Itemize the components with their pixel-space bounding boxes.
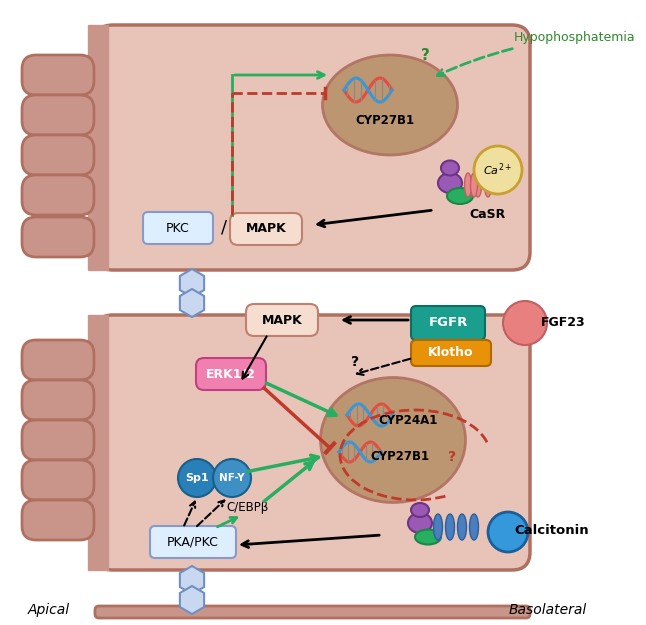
FancyBboxPatch shape [22, 460, 94, 500]
Ellipse shape [408, 513, 432, 533]
Circle shape [178, 459, 216, 497]
FancyBboxPatch shape [22, 340, 94, 380]
Ellipse shape [441, 161, 459, 176]
Bar [88, 25, 108, 270]
Text: MAPK: MAPK [262, 314, 302, 326]
Text: Sp1: Sp1 [185, 473, 209, 483]
Text: FGFR: FGFR [428, 316, 468, 329]
Text: Hypophosphatemia: Hypophosphatemia [514, 31, 636, 44]
FancyBboxPatch shape [95, 315, 530, 570]
Bar [88, 315, 108, 570]
FancyBboxPatch shape [22, 420, 94, 460]
FancyBboxPatch shape [22, 55, 94, 95]
FancyBboxPatch shape [411, 306, 485, 340]
FancyBboxPatch shape [22, 95, 94, 135]
Text: ERK1/2: ERK1/2 [206, 368, 256, 381]
Ellipse shape [470, 173, 477, 197]
Ellipse shape [415, 529, 441, 544]
Text: Basolateral: Basolateral [509, 603, 587, 617]
Text: ?: ? [421, 48, 430, 63]
Polygon shape [180, 566, 204, 594]
FancyBboxPatch shape [22, 175, 94, 215]
FancyBboxPatch shape [22, 135, 94, 175]
Polygon shape [180, 586, 204, 614]
Text: Apical: Apical [28, 603, 70, 617]
Text: ?: ? [351, 355, 359, 369]
Text: Klotho: Klotho [428, 346, 474, 359]
Text: FGF23: FGF23 [541, 316, 585, 329]
Circle shape [488, 512, 528, 552]
Text: Calcitonin: Calcitonin [515, 524, 589, 536]
FancyBboxPatch shape [230, 213, 302, 245]
Text: PKC: PKC [166, 221, 190, 234]
Circle shape [474, 146, 522, 194]
FancyBboxPatch shape [196, 358, 266, 390]
Text: NF-Y: NF-Y [219, 473, 245, 483]
Text: CYP24A1: CYP24A1 [379, 414, 438, 426]
FancyBboxPatch shape [95, 25, 530, 270]
Circle shape [213, 459, 251, 497]
Text: ?: ? [448, 450, 456, 464]
Text: C/EBPβ: C/EBPβ [227, 501, 269, 514]
Ellipse shape [457, 514, 466, 540]
Ellipse shape [475, 173, 481, 197]
FancyBboxPatch shape [22, 217, 94, 257]
FancyBboxPatch shape [150, 526, 236, 558]
Text: MAPK: MAPK [245, 222, 286, 236]
Text: CaSR: CaSR [470, 209, 506, 221]
Ellipse shape [484, 173, 492, 197]
Ellipse shape [320, 378, 466, 503]
FancyBboxPatch shape [143, 212, 213, 244]
Ellipse shape [447, 188, 473, 204]
Ellipse shape [322, 55, 457, 155]
Polygon shape [180, 269, 204, 297]
Ellipse shape [446, 514, 455, 540]
FancyBboxPatch shape [95, 606, 530, 618]
Text: CYP27B1: CYP27B1 [370, 451, 430, 464]
Text: CYP27B1: CYP27B1 [355, 114, 415, 126]
Ellipse shape [433, 514, 443, 540]
Text: PKA/PKC: PKA/PKC [167, 536, 219, 549]
Ellipse shape [411, 503, 429, 517]
FancyBboxPatch shape [411, 340, 491, 366]
Ellipse shape [470, 514, 479, 540]
Ellipse shape [438, 173, 462, 193]
FancyBboxPatch shape [22, 500, 94, 540]
Circle shape [503, 301, 547, 345]
Text: /: / [221, 219, 227, 237]
Ellipse shape [464, 173, 472, 197]
FancyBboxPatch shape [22, 380, 94, 420]
Text: $Ca^{2+}$: $Ca^{2+}$ [483, 162, 512, 178]
FancyBboxPatch shape [246, 304, 318, 336]
Polygon shape [180, 289, 204, 317]
